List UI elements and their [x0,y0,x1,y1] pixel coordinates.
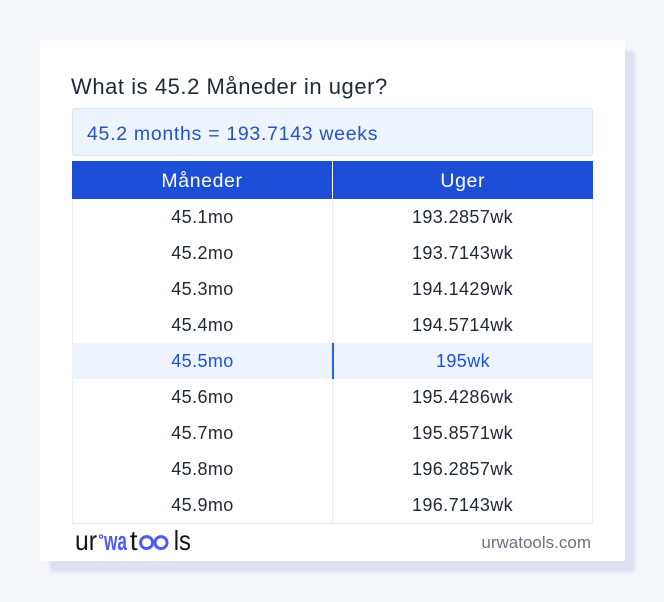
svg-text:ur: ur [75,525,97,554]
svg-text:ls: ls [174,525,191,554]
svg-text:t: t [130,525,138,554]
svg-text:wa: wa [104,526,128,554]
